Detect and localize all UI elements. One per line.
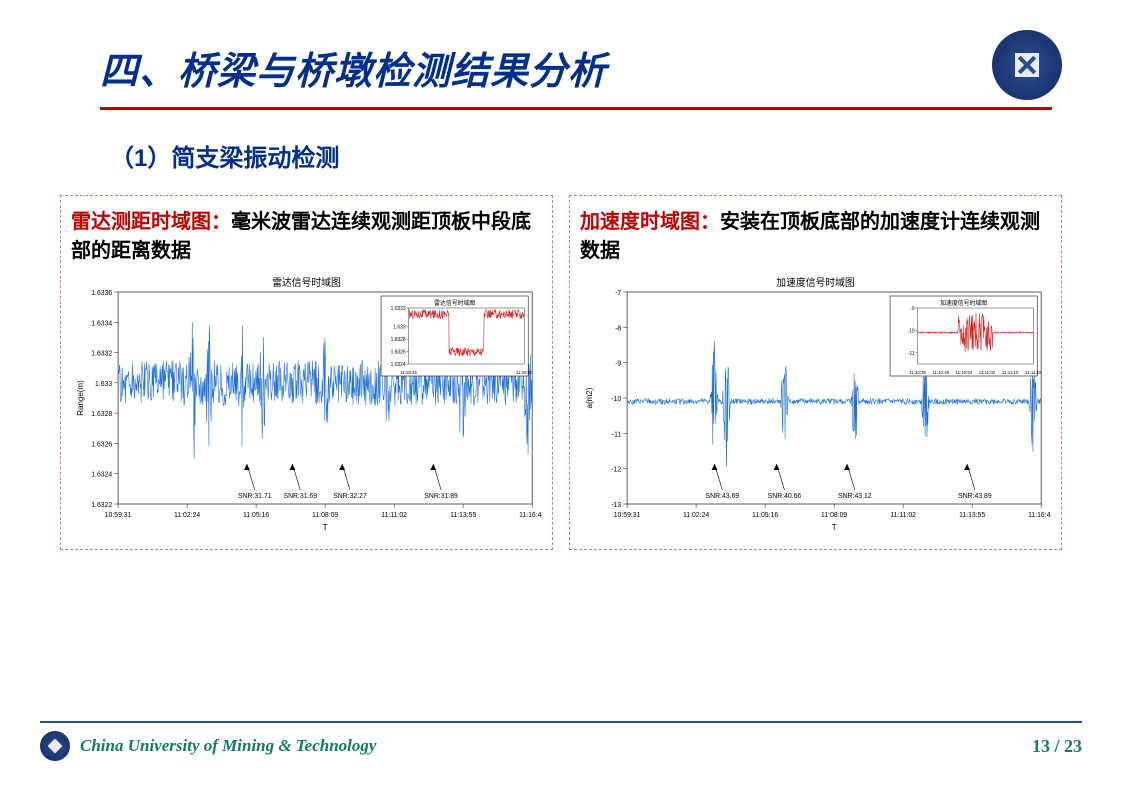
svg-text:1.6326: 1.6326 bbox=[91, 441, 112, 448]
footer: China University of Mining & Technology … bbox=[40, 731, 1082, 761]
title-rule bbox=[100, 107, 1052, 110]
svg-text:T: T bbox=[832, 523, 837, 532]
footer-left: China University of Mining & Technology bbox=[40, 731, 376, 761]
svg-text:11:02:24: 11:02:24 bbox=[174, 512, 200, 519]
svg-text:11:10:36: 11:10:36 bbox=[909, 370, 926, 375]
svg-text:11:11:10: 11:11:10 bbox=[1002, 370, 1019, 375]
svg-text:11:19:20: 11:19:20 bbox=[516, 370, 533, 375]
svg-text:11:08:09: 11:08:09 bbox=[312, 512, 338, 519]
svg-text:11:10:53: 11:10:53 bbox=[955, 370, 972, 375]
svg-text:11:08:09: 11:08:09 bbox=[821, 512, 847, 519]
svg-text:11:13:55: 11:13:55 bbox=[959, 512, 985, 519]
svg-text:-11: -11 bbox=[908, 351, 915, 357]
left-panel: 雷达测距时域图：毫米波雷达连续观测距顶板中段底部的距离数据 雷达信号时域图 1.6… bbox=[60, 195, 553, 550]
svg-text:1.6333: 1.6333 bbox=[391, 306, 406, 312]
svg-text:SNR:40.66: SNR:40.66 bbox=[768, 493, 802, 500]
svg-text:-8: -8 bbox=[615, 325, 621, 332]
section-subtitle: （1）简支梁振动检测 bbox=[110, 138, 1082, 173]
svg-text:1.6328: 1.6328 bbox=[391, 337, 406, 343]
svg-text:SNR:43.69: SNR:43.69 bbox=[706, 493, 740, 500]
svg-text:11:02:24: 11:02:24 bbox=[683, 512, 709, 519]
page-title: 四、桥梁与桥墩检测结果分析 bbox=[100, 40, 1022, 95]
svg-text:SNR:32.27: SNR:32.27 bbox=[333, 493, 367, 500]
svg-text:11:13:55: 11:13:55 bbox=[450, 512, 476, 519]
svg-text:11:16:48: 11:16:48 bbox=[1028, 512, 1051, 519]
svg-text:a(m2): a(m2) bbox=[585, 387, 594, 408]
left-caption-lead: 雷达测距时域图： bbox=[71, 211, 231, 233]
svg-text:-9: -9 bbox=[615, 361, 621, 368]
svg-text:T: T bbox=[323, 523, 328, 532]
university-name: China University of Mining & Technology bbox=[80, 736, 376, 756]
svg-text:1.6328: 1.6328 bbox=[91, 411, 112, 418]
svg-text:11:11:02: 11:11:02 bbox=[381, 512, 407, 519]
header: 四、桥梁与桥墩检测结果分析 bbox=[40, 30, 1082, 107]
svg-text:-7: -7 bbox=[615, 290, 621, 297]
svg-text:11:16:48: 11:16:48 bbox=[519, 512, 542, 519]
svg-text:雷达信号时域图: 雷达信号时域图 bbox=[272, 276, 341, 289]
svg-text:11:05:16: 11:05:16 bbox=[752, 512, 778, 519]
svg-text:-13: -13 bbox=[611, 502, 621, 509]
university-logo-small-icon bbox=[40, 731, 70, 761]
svg-text:SNR:31.69: SNR:31.69 bbox=[284, 493, 318, 500]
svg-text:1.633: 1.633 bbox=[393, 325, 405, 331]
panels-row: 雷达测距时域图：毫米波雷达连续观测距顶板中段底部的距离数据 雷达信号时域图 1.6… bbox=[40, 195, 1082, 550]
svg-text:-11: -11 bbox=[612, 431, 622, 438]
right-caption-lead: 加速度时域图： bbox=[580, 211, 720, 233]
svg-text:-10: -10 bbox=[908, 328, 915, 334]
svg-text:10:59:31: 10:59:31 bbox=[614, 512, 641, 519]
university-logo-icon bbox=[992, 30, 1062, 100]
svg-text:10:59:31: 10:59:31 bbox=[105, 512, 132, 519]
svg-text:SNR:43.12: SNR:43.12 bbox=[838, 493, 872, 500]
svg-text:11:18:45: 11:18:45 bbox=[400, 370, 417, 375]
svg-text:加速度信号时域图: 加速度信号时域图 bbox=[776, 276, 854, 289]
svg-text:-10: -10 bbox=[611, 396, 621, 403]
svg-text:11:05:16: 11:05:16 bbox=[243, 512, 269, 519]
radar-range-chart: 雷达信号时域图 1.6322 1.6324 1.6326 1.6328 1.633 1.63… bbox=[71, 274, 542, 534]
svg-text:雷达信号时域图: 雷达信号时域图 bbox=[434, 299, 475, 307]
svg-text:11:11:19: 11:11:19 bbox=[1025, 370, 1042, 375]
svg-text:11:11:02: 11:11:02 bbox=[979, 370, 996, 375]
page-number: 13 / 23 bbox=[1032, 736, 1082, 757]
svg-text:1.6326: 1.6326 bbox=[391, 350, 406, 356]
svg-text:Range(m): Range(m) bbox=[76, 380, 85, 416]
svg-text:SNR:31.89: SNR:31.89 bbox=[424, 493, 458, 500]
svg-text:-12: -12 bbox=[611, 467, 621, 474]
svg-text:加速度信号时域图: 加速度信号时域图 bbox=[940, 299, 987, 307]
right-caption: 加速度时域图：安装在顶板底部的加速度计连续观测数据 bbox=[580, 208, 1051, 266]
acceleration-chart: 加速度信号时域图 -13 -12 -11 -10 -9 -8 -7 10:59:31 11:02:… bbox=[580, 274, 1051, 534]
svg-text:SNR:43.89: SNR:43.89 bbox=[958, 493, 992, 500]
svg-text:SNR:31.71: SNR:31.71 bbox=[238, 493, 272, 500]
svg-text:11:10:45: 11:10:45 bbox=[932, 370, 949, 375]
left-caption: 雷达测距时域图：毫米波雷达连续观测距顶板中段底部的距离数据 bbox=[71, 208, 542, 266]
slide: 四、桥梁与桥墩检测结果分析 （1）简支梁振动检测 雷达测距时域图：毫米波雷达连续… bbox=[40, 30, 1082, 763]
footer-rule bbox=[40, 721, 1082, 723]
svg-text:-9: -9 bbox=[910, 306, 915, 312]
svg-text:11:11:02: 11:11:02 bbox=[890, 512, 916, 519]
svg-text:1.6332: 1.6332 bbox=[91, 351, 112, 358]
right-panel: 加速度时域图：安装在顶板底部的加速度计连续观测数据 加速度信号时域图 -13 -12… bbox=[569, 195, 1062, 550]
svg-text:1.6336: 1.6336 bbox=[91, 290, 112, 297]
svg-text:1.6324: 1.6324 bbox=[391, 362, 406, 368]
svg-text:1.6324: 1.6324 bbox=[91, 472, 112, 479]
svg-text:1.6334: 1.6334 bbox=[91, 320, 112, 327]
svg-text:1.6322: 1.6322 bbox=[91, 502, 112, 509]
svg-text:1.633: 1.633 bbox=[95, 381, 112, 388]
